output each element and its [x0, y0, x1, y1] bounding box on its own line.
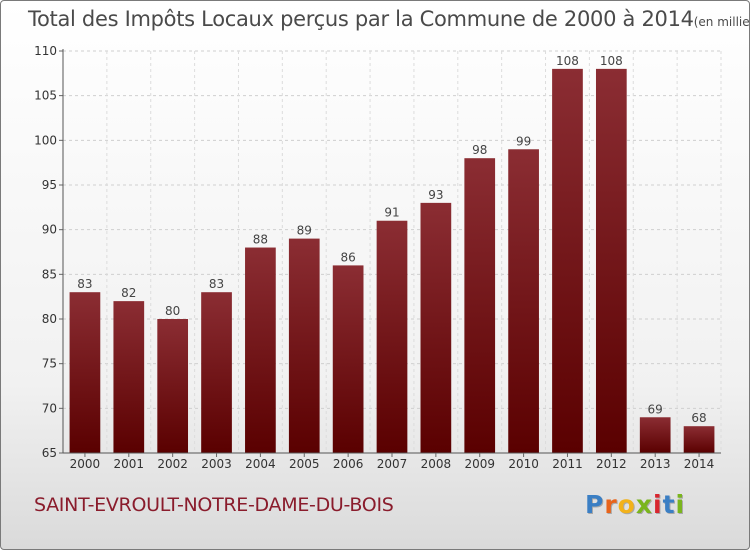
bar-value-label: 80 — [165, 304, 180, 318]
chart-title: Total des Impôts Locaux perçus par la Co… — [28, 7, 750, 31]
x-tick-label: 2010 — [508, 457, 539, 471]
logo-letter: i — [653, 490, 663, 519]
bar-value-label: 93 — [428, 188, 443, 202]
logo-letter: i — [675, 490, 686, 519]
bar-2000 — [69, 292, 101, 453]
bars: 83 82 80 83 88 89 86 91 93 98 99 108 108 69 68 — [69, 54, 715, 453]
bar-value-label: 69 — [648, 402, 663, 416]
logo-letter: x — [635, 490, 653, 519]
y-tick-label: 75 — [42, 357, 57, 371]
bar-value-label: 89 — [297, 224, 312, 238]
bar-value-label: 88 — [253, 233, 268, 247]
y-tick-label: 90 — [42, 223, 57, 237]
y-tick-label: 105 — [34, 89, 57, 103]
bar-2011 — [552, 68, 583, 453]
axes: 65 70 75 80 85 90 95 100 105 110 2000 2001 2002 2003 2… — [34, 44, 721, 471]
bar-value-label: 83 — [209, 277, 224, 291]
bar-value-label: 108 — [556, 54, 579, 68]
bar-2007 — [376, 220, 408, 453]
logo-letter: r — [604, 490, 618, 519]
x-tick-label: 2001 — [114, 457, 145, 471]
x-tick-label: 2011 — [552, 457, 583, 471]
x-tick-label: 2009 — [464, 457, 495, 471]
bar-2014 — [683, 426, 715, 453]
bar-2005 — [288, 238, 320, 453]
proxiti-logo: Proxiti — [585, 490, 685, 519]
bar-2003 — [201, 292, 232, 453]
bar-value-label: 68 — [691, 411, 706, 425]
chart-title-unit: (en milliers d'€) — [693, 15, 750, 29]
bar-2010 — [508, 149, 539, 453]
x-tick-label: 2008 — [421, 457, 452, 471]
x-tick-label: 2005 — [289, 457, 320, 471]
bar-2006 — [332, 265, 364, 453]
bar-value-label: 86 — [340, 250, 355, 264]
bar-2009 — [464, 158, 496, 453]
bar-2013 — [639, 417, 671, 453]
x-tick-label: 2006 — [333, 457, 364, 471]
x-tick-label: 2014 — [684, 457, 715, 471]
bar-2012 — [595, 68, 627, 453]
bar-value-label: 83 — [77, 277, 92, 291]
x-tick-label: 2012 — [596, 457, 627, 471]
x-tick-label: 2007 — [377, 457, 408, 471]
logo-letter: P — [585, 490, 605, 519]
logo-letter: o — [617, 490, 636, 519]
bar-2008 — [420, 202, 452, 453]
chart-title-text: Total des Impôts Locaux perçus par la Co… — [28, 7, 694, 31]
x-tick-label: 2003 — [201, 457, 232, 471]
y-tick-label: 100 — [34, 133, 57, 147]
x-tick-label: 2000 — [70, 457, 101, 471]
x-tick-label: 2013 — [640, 457, 671, 471]
y-tick-label: 95 — [42, 178, 57, 192]
bar-value-label: 98 — [472, 143, 487, 157]
commune-name: SAINT-EVROULT-NOTRE-DAME-DU-BOIS — [34, 494, 394, 516]
bar-value-label: 91 — [384, 206, 399, 220]
y-tick-label: 85 — [42, 267, 57, 281]
y-tick-label: 80 — [42, 312, 57, 326]
x-tick-label: 2002 — [157, 457, 188, 471]
bar-value-label: 108 — [600, 54, 623, 68]
x-tick-label: 2004 — [245, 457, 276, 471]
logo-letter: t — [662, 490, 676, 519]
y-tick-label: 110 — [34, 44, 57, 58]
bar-value-label: 82 — [121, 286, 136, 300]
y-tick-label: 70 — [42, 401, 57, 415]
bar-value-label: 99 — [516, 134, 531, 148]
bar-2004 — [245, 247, 276, 453]
bar-2002 — [157, 319, 189, 453]
bar-2001 — [113, 301, 145, 453]
y-tick-label: 65 — [42, 446, 57, 460]
